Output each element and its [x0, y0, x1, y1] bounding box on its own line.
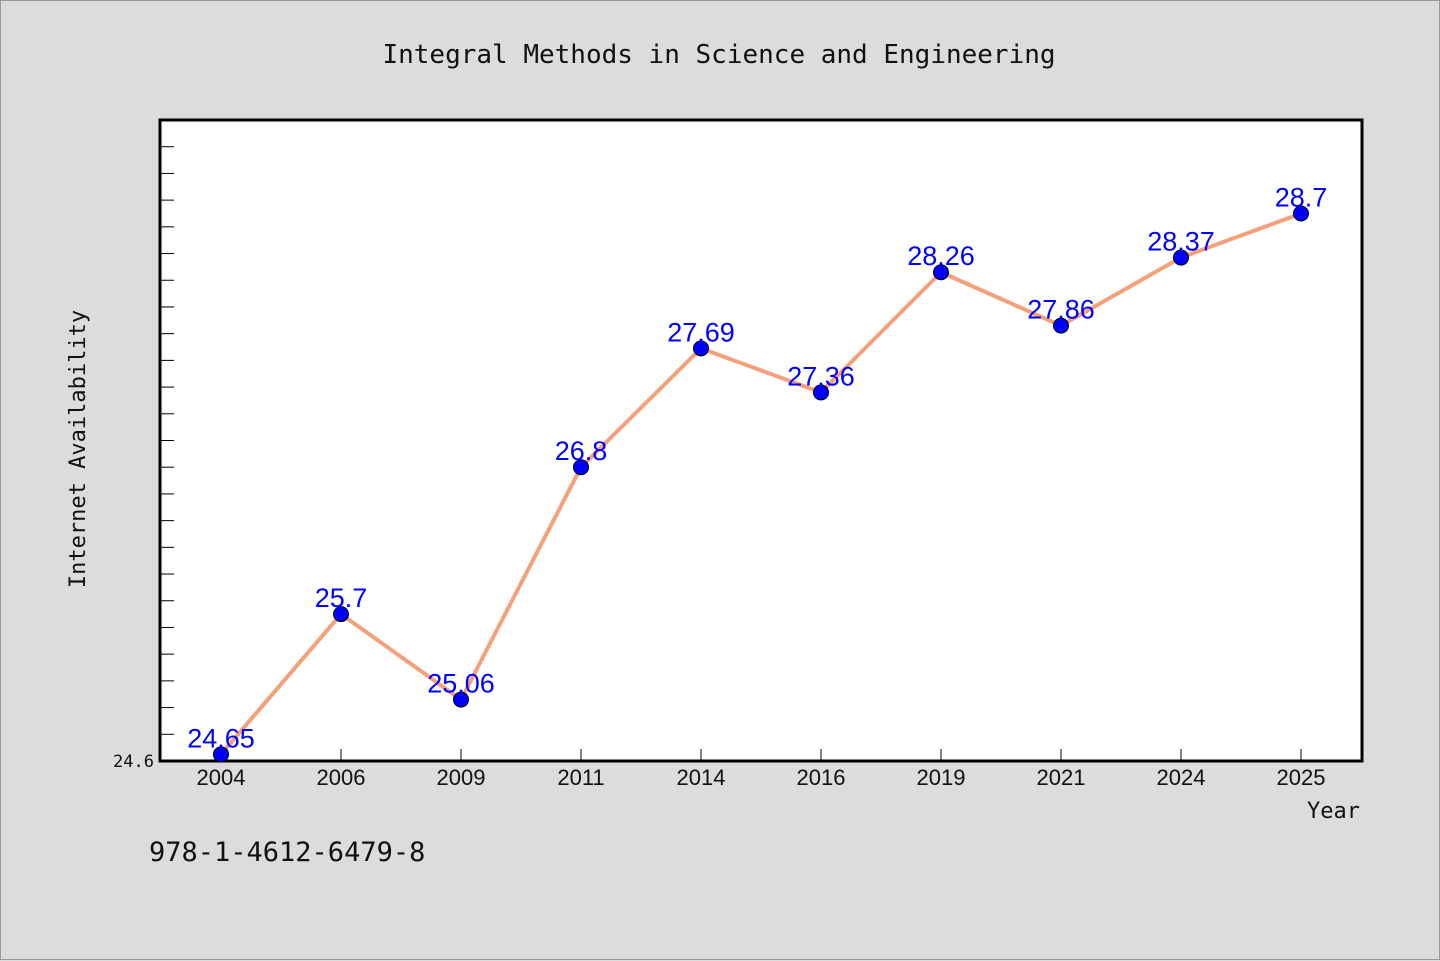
x-tick-label: 2004: [197, 765, 246, 790]
data-point: [933, 264, 949, 281]
data-label: 28.7: [1275, 182, 1328, 212]
data-point: [813, 384, 829, 401]
data-label: 26.8: [555, 436, 608, 466]
y-axis-tick-labels: 24.6: [113, 752, 154, 772]
x-axis-label: Year: [1307, 799, 1360, 824]
data-point: [693, 340, 709, 357]
data-point: [333, 606, 349, 623]
data-label: 28.26: [907, 241, 975, 271]
x-tick-label: 2014: [677, 765, 726, 790]
x-tick-label: 2021: [1037, 765, 1086, 790]
series-line: [219, 211, 1302, 756]
x-tick-label: 2011: [557, 765, 604, 790]
isbn-text: 978-1-4612-6479-8: [149, 837, 426, 868]
x-tick-label: 2006: [317, 765, 366, 790]
y-axis-label: Internet Availability: [66, 310, 91, 588]
plot-area: [158, 118, 1364, 763]
x-tick-label: 2009: [437, 765, 486, 790]
data-label: 25.7: [315, 583, 368, 613]
data-labels: 24.65 25.7 25.06 26.8 27.69 27.36 28.26 27.86 28…: [187, 182, 1327, 753]
data-point: [1053, 317, 1069, 334]
x-axis-tick-labels: 2004 2006 2009 2011 2014 2016 2019 2021 2024 2025: [197, 765, 1326, 790]
x-tick-label: 2024: [1157, 765, 1206, 790]
data-label: 27.69: [667, 317, 735, 347]
chart-title: Integral Methods in Science and Engineer…: [382, 40, 1055, 70]
data-label: 28.37: [1147, 227, 1215, 257]
data-label: 24.65: [187, 723, 255, 753]
y-tick-label: 24.6: [113, 752, 154, 772]
data-point: [573, 459, 589, 476]
y-axis-ticks: [160, 146, 174, 735]
data-point: [453, 691, 469, 708]
x-tick-label: 2016: [797, 765, 846, 790]
x-tick-label: 2019: [917, 765, 966, 790]
data-markers: [213, 205, 1309, 763]
data-point: [213, 746, 229, 763]
data-label: 27.86: [1027, 295, 1095, 325]
data-point: [1173, 249, 1189, 266]
data-point: [1293, 205, 1309, 222]
x-tick-label: 2025: [1277, 765, 1326, 790]
data-label: 27.36: [787, 361, 855, 391]
data-label: 25.06: [427, 669, 495, 699]
